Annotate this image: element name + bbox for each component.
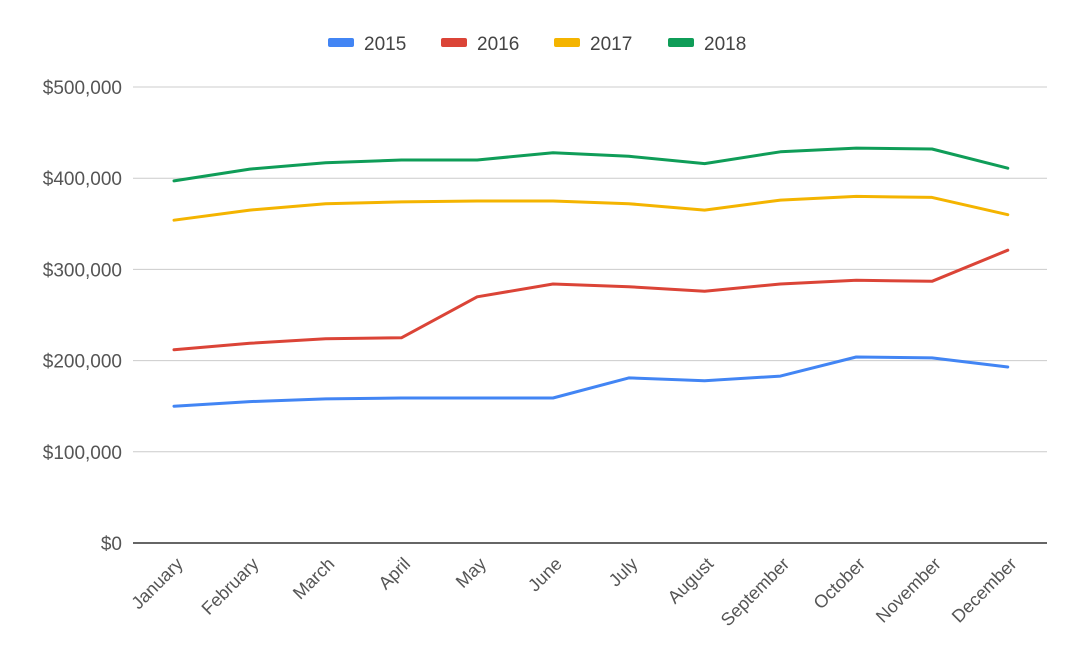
- legend: 2015 2016 2017 2018: [328, 34, 746, 55]
- x-tick-label: May: [452, 554, 490, 592]
- x-tick-label: April: [375, 554, 415, 594]
- x-tick-label: November: [872, 554, 945, 627]
- legend-label-2015: 2015: [364, 34, 406, 55]
- legend-label-2017: 2017: [590, 34, 632, 55]
- y-tick-label: $100,000: [43, 443, 122, 464]
- x-tick-label: February: [198, 554, 263, 619]
- x-tick-label: December: [948, 554, 1021, 627]
- y-tick-label: $300,000: [43, 260, 122, 281]
- x-tick-label: March: [289, 554, 339, 604]
- y-tick-label: $0: [101, 534, 122, 555]
- series-line-2015: [172, 355, 1010, 408]
- legend-swatch-2018: [668, 38, 694, 47]
- series-lines: [172, 146, 1010, 408]
- legend-swatch-2015: [328, 38, 354, 47]
- legend-swatch-2016: [441, 38, 467, 47]
- y-tick-label: $400,000: [43, 169, 122, 190]
- x-tick-label: October: [810, 554, 869, 613]
- y-axis-ticks: $0 $100,000 $200,000 $300,000 $400,000 $500,0…: [43, 78, 122, 555]
- y-tick-label: $200,000: [43, 352, 122, 373]
- x-tick-label: September: [717, 554, 793, 630]
- x-tick-label: August: [664, 554, 718, 608]
- series-line-2018: [172, 146, 1010, 183]
- series-line-2016: [172, 248, 1010, 352]
- x-tick-label: July: [605, 554, 642, 591]
- gridlines: [133, 86, 1047, 453]
- series-line-2017: [172, 194, 1010, 222]
- x-tick-label: June: [524, 554, 566, 596]
- x-axis-ticks: January February March April May June July Augu…: [127, 554, 1020, 630]
- legend-swatch-2017: [554, 38, 580, 47]
- legend-label-2018: 2018: [704, 34, 746, 55]
- y-tick-label: $500,000: [43, 78, 122, 99]
- x-tick-label: January: [127, 554, 186, 613]
- legend-label-2016: 2016: [477, 34, 519, 55]
